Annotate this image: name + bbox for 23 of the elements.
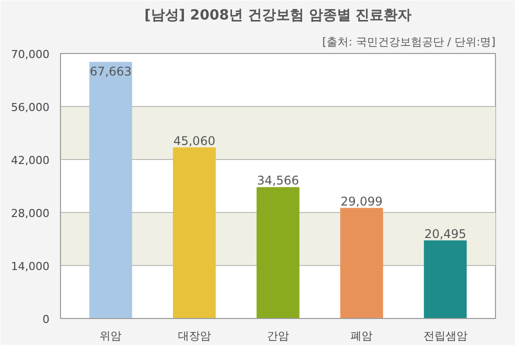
x-tick-label: 대장암 <box>178 330 211 342</box>
y-tick-label: 28,000 <box>11 207 50 220</box>
data-label: 67,663 <box>90 64 132 78</box>
x-tick-label: 위암 <box>100 330 122 342</box>
x-tick-label: 간암 <box>267 330 289 342</box>
y-tick-label: 14,000 <box>11 260 50 273</box>
data-label: 20,495 <box>424 226 466 241</box>
y-tick-label: 42,000 <box>11 154 50 167</box>
chart-subtitle: [출처: 국민건강보험공단 / 단위:명] <box>322 36 496 48</box>
data-label: 29,099 <box>340 194 383 208</box>
bar <box>340 208 384 318</box>
x-tick-label: 폐암 <box>350 330 373 342</box>
bar <box>172 147 216 318</box>
data-label: 34,566 <box>257 174 300 188</box>
data-label: 45,060 <box>173 134 216 148</box>
x-tick-label: 전립샘암 <box>423 330 468 342</box>
y-tick-label: 0 <box>42 313 50 326</box>
bar <box>89 62 132 318</box>
y-tick-label: 56,000 <box>11 101 50 114</box>
bar <box>256 187 300 318</box>
bar <box>424 240 467 318</box>
chart-title: [남성] 2008년 건강보험 암종별 진료환자 <box>144 8 412 24</box>
y-tick-label: 70,000 <box>11 48 50 61</box>
